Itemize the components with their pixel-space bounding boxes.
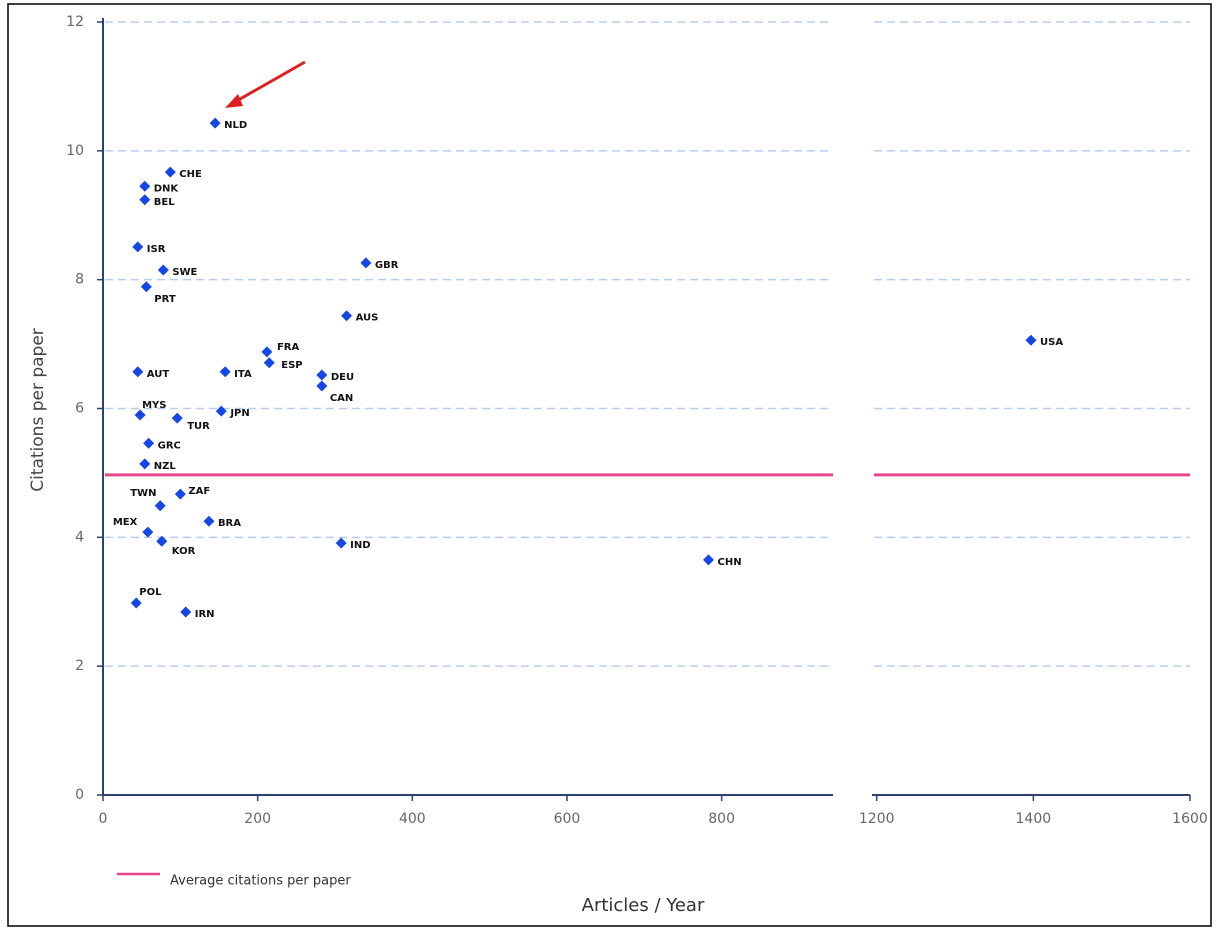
point-label: CAN [330, 393, 353, 404]
point [174, 488, 186, 500]
y-axis-label: Citations per paper [28, 328, 48, 492]
point [219, 366, 231, 378]
point-label: DEU [331, 372, 354, 383]
point-label: CHE [179, 169, 202, 180]
point [139, 458, 151, 470]
point [132, 366, 144, 378]
x-tick-label: 1200 [859, 811, 895, 827]
point-label: MEX [113, 517, 138, 528]
y-tick-label: 2 [75, 658, 84, 674]
point-label: AUS [356, 313, 379, 324]
point-label: CHN [717, 557, 741, 568]
point [341, 310, 353, 322]
point-label: AUT [147, 369, 170, 380]
x-axis-label: Articles / Year [582, 895, 705, 916]
legend-label: Average citations per paper [170, 874, 351, 889]
point-label: NZL [154, 461, 177, 472]
point [171, 412, 183, 424]
point-label: TWN [130, 488, 156, 499]
point-label: NLD [224, 120, 247, 131]
point [316, 369, 328, 381]
point-label: IND [350, 540, 370, 551]
y-tick-label: 12 [66, 14, 84, 30]
point-label: SWE [172, 267, 197, 278]
y-tick-label: 4 [75, 529, 84, 545]
point [180, 606, 192, 618]
point [702, 554, 714, 566]
point [130, 597, 142, 609]
point-label: DNK [154, 183, 180, 194]
point [154, 500, 166, 512]
x-tick-label: 600 [554, 811, 581, 827]
point [209, 117, 221, 129]
point-label: FRA [277, 342, 300, 353]
point [263, 357, 275, 369]
point [335, 537, 347, 549]
point [142, 526, 154, 538]
point-label: IRN [195, 609, 215, 620]
point-label: POL [139, 587, 162, 598]
point [164, 166, 176, 178]
y-tick-label: 10 [66, 143, 84, 159]
point [157, 264, 169, 276]
point [140, 281, 152, 293]
point-label: GRC [158, 440, 181, 451]
y-tick-label: 0 [75, 787, 84, 803]
point [139, 194, 151, 206]
x-tick-label: 0 [99, 811, 108, 827]
point [316, 380, 328, 392]
point-label: USA [1040, 337, 1063, 348]
point-label: JPN [229, 408, 249, 419]
x-tick-label: 1400 [1016, 811, 1052, 827]
annotation-arrowhead [225, 94, 243, 108]
point-label: ZAF [188, 486, 210, 497]
point-label: KOR [172, 546, 196, 557]
x-tick-label: 1600 [1172, 811, 1208, 827]
x-tick-label: 200 [244, 811, 271, 827]
point-label: PRT [154, 294, 176, 305]
point [143, 437, 155, 449]
point [360, 257, 372, 269]
annotation-arrow [232, 60, 306, 105]
x-tick-label: 400 [399, 811, 426, 827]
point-label: BRA [218, 518, 241, 529]
point-label: BEL [154, 197, 175, 208]
point-label: GBR [375, 260, 399, 271]
point [261, 346, 273, 358]
point-label: ITA [234, 369, 252, 380]
point [203, 515, 215, 527]
point-label: MYS [142, 400, 166, 411]
point-label: TUR [187, 421, 210, 432]
point-label: ESP [281, 360, 302, 371]
frame [7, 3, 1212, 927]
point [215, 405, 227, 417]
y-tick-label: 6 [75, 401, 84, 417]
point [139, 180, 151, 192]
y-tick-label: 8 [75, 272, 84, 288]
x-tick-label: 800 [708, 811, 735, 827]
point [134, 409, 146, 421]
point-label: ISR [147, 244, 166, 255]
point [1025, 334, 1037, 346]
point [132, 241, 144, 253]
point [156, 535, 168, 547]
